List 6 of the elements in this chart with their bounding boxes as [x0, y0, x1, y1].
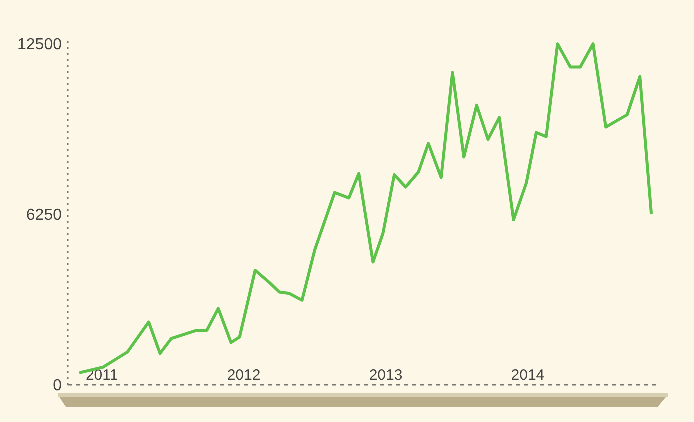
y-tick-label: 12500: [18, 36, 62, 54]
x-tick-label: 2014: [511, 367, 545, 384]
x-tick-label: 2013: [369, 367, 403, 384]
x-tick-label: 2012: [227, 367, 261, 384]
y-tick-label: 0: [53, 378, 62, 395]
y-tick-label: 6250: [26, 207, 62, 224]
